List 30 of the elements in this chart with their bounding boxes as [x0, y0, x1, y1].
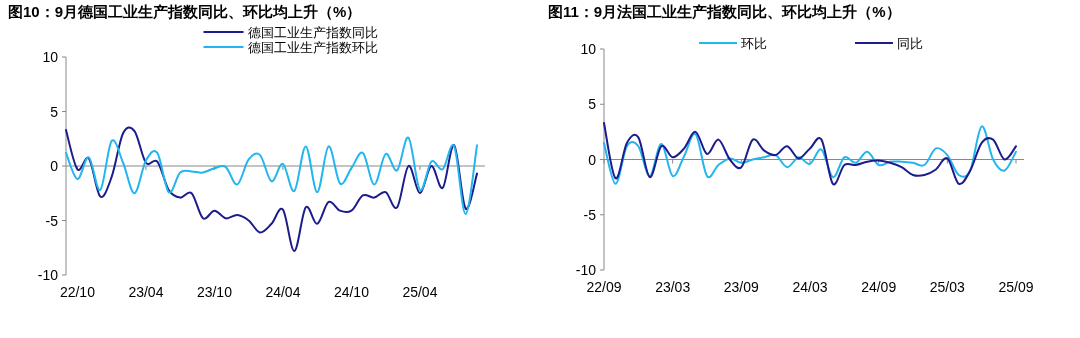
legend-label: 环比: [741, 36, 767, 51]
x-tick-label: 24/04: [265, 284, 301, 300]
y-tick-label: -5: [45, 212, 59, 229]
legend-label: 德国工业生产指数环比: [247, 40, 378, 55]
chart-title: 图10：9月德国工业生产指数同比、环比均上升（%）: [8, 3, 362, 20]
x-tick-label: 23/03: [655, 279, 691, 295]
chart-title: 图11：9月法国工业生产指数同比、环比均上升（%）: [548, 3, 901, 20]
x-tick-label: 25/03: [929, 279, 966, 295]
x-tick-label: 24/03: [792, 279, 828, 295]
y-tick-label: 5: [588, 96, 597, 113]
x-tick-label: 24/09: [861, 279, 897, 295]
y-tick-label: -10: [575, 262, 597, 278]
x-tick-label: 25/09: [998, 279, 1034, 295]
y-tick-label: 0: [50, 158, 59, 174]
legend-label: 德国工业生产指数同比: [247, 25, 378, 40]
x-tick-label: 24/10: [333, 284, 370, 300]
x-tick-label: 22/09: [586, 279, 622, 295]
y-tick-label: 0: [588, 151, 597, 168]
x-tick-label: 25/04: [402, 284, 438, 300]
x-tick-label: 23/09: [723, 279, 760, 295]
x-tick-label: 23/10: [196, 284, 233, 300]
y-tick-label: 5: [50, 103, 59, 120]
x-tick-label: 22/10: [59, 284, 96, 300]
y-tick-label: 10: [580, 41, 597, 57]
legend-label: 同比: [897, 36, 923, 51]
y-tick-label: -5: [583, 206, 597, 223]
y-tick-label: 10: [42, 49, 59, 65]
line-series: [65, 136, 478, 215]
x-tick-label: 23/04: [128, 284, 164, 300]
y-tick-label: -10: [37, 267, 59, 283]
